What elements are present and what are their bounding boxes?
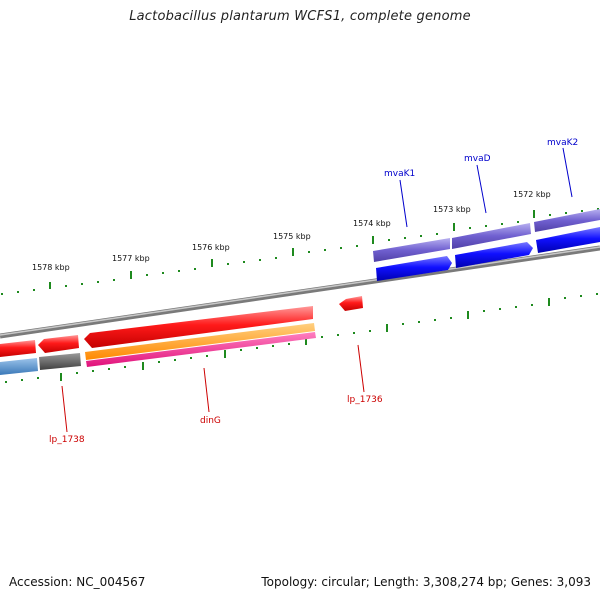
topology-text: Topology: circular; Length: 3,308,274 bp… xyxy=(261,575,591,589)
leader-mvaD xyxy=(476,164,487,214)
tick-label-1575: 1575 kbp xyxy=(273,232,311,241)
gene-dinG-pink[interactable] xyxy=(86,332,316,367)
label-mvaD: mvaD xyxy=(464,154,491,164)
tick-label-1574: 1574 kbp xyxy=(353,219,391,228)
label-mvaK1: mvaK1 xyxy=(384,169,415,179)
leader-dinG xyxy=(203,367,210,413)
genome-title: Lactobacillus plantarum WCFS1, complete … xyxy=(129,9,471,24)
tick-label-1578: 1578 kbp xyxy=(32,263,70,272)
gene-mvaK1-blue[interactable] xyxy=(376,256,452,281)
leader-mvaK1 xyxy=(399,179,408,228)
gene-red-left[interactable] xyxy=(0,340,36,357)
gene-steelblue[interactable] xyxy=(0,358,38,375)
gene-dinG-orange[interactable] xyxy=(85,323,315,360)
gene-red-big[interactable] xyxy=(84,306,313,348)
accession-text: Accession: NC_004567 xyxy=(9,575,146,589)
tick-label-1577: 1577 kbp xyxy=(112,254,150,263)
inner-tick-ruler xyxy=(5,293,598,383)
gene-mvaK2-blue[interactable] xyxy=(536,227,600,253)
label-dinG: dinG xyxy=(200,416,221,426)
gene-mvaK2-purple[interactable] xyxy=(534,209,600,232)
genome-backbone-highlight xyxy=(0,246,600,336)
gene-mvaD-purple[interactable] xyxy=(452,223,531,249)
tick-label-1573: 1573 kbp xyxy=(433,205,471,214)
gene-mvaK1-purple[interactable] xyxy=(373,238,450,262)
gene-lp-1736[interactable] xyxy=(339,296,363,311)
outer-tick-ruler xyxy=(1,208,599,295)
gene-red-small[interactable] xyxy=(38,335,79,353)
leader-lp-1736 xyxy=(357,344,365,393)
leader-lp-1738 xyxy=(61,385,68,433)
leader-mvaK2 xyxy=(562,147,573,198)
label-lp-1738: lp_1738 xyxy=(49,435,85,445)
label-mvaK2: mvaK2 xyxy=(547,138,578,148)
tick-label-1576: 1576 kbp xyxy=(192,243,230,252)
genome-backbone xyxy=(0,245,600,339)
tick-label-1572: 1572 kbp xyxy=(513,190,551,199)
gene-lp-1738-grey[interactable] xyxy=(39,353,81,370)
gene-mvaD-blue[interactable] xyxy=(455,242,533,268)
label-lp-1736: lp_1736 xyxy=(347,395,383,405)
